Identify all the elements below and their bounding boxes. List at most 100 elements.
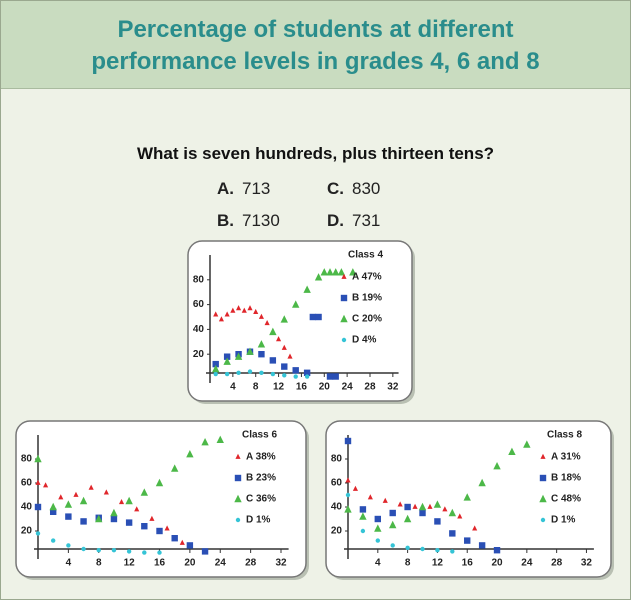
point [213, 311, 219, 317]
point [293, 374, 298, 379]
option-text: 7130 [242, 211, 280, 230]
legend-marker [235, 453, 241, 459]
legend-label: B 23% [246, 473, 276, 484]
point [157, 550, 162, 555]
x-tick-label: 8 [96, 558, 102, 569]
point [375, 538, 381, 543]
point [34, 454, 42, 463]
x-tick-label: 8 [405, 558, 411, 569]
point [280, 315, 288, 323]
point [292, 367, 299, 374]
point [142, 550, 147, 555]
point [212, 364, 220, 373]
point [405, 545, 410, 550]
point [349, 268, 357, 276]
point [96, 548, 101, 553]
point [448, 508, 457, 517]
point [223, 357, 231, 365]
point [66, 543, 71, 548]
point [478, 478, 486, 487]
legend-marker [340, 314, 348, 323]
option-text: 731 [352, 211, 381, 230]
x-tick-label: 24 [342, 382, 354, 393]
point [247, 305, 253, 311]
point [412, 503, 418, 509]
point [264, 320, 270, 326]
x-tick-label: 28 [245, 558, 257, 569]
point [134, 506, 140, 512]
x-tick-label: 16 [154, 558, 166, 569]
x-tick-label: 20 [491, 558, 503, 569]
point [224, 311, 230, 317]
x-tick-label: 32 [387, 382, 399, 393]
point [303, 285, 311, 293]
point [508, 447, 516, 455]
legend-title: Class 6 [242, 430, 277, 441]
legend-marker [234, 474, 242, 482]
option: A. 713 [217, 179, 327, 199]
point [281, 363, 288, 370]
point [110, 515, 118, 523]
point [164, 525, 170, 531]
point [352, 485, 359, 491]
legend-marker [540, 517, 546, 523]
point [404, 503, 411, 511]
point [435, 548, 440, 553]
y-tick-label: 80 [331, 454, 343, 465]
point [140, 488, 149, 496]
y-tick-label: 60 [193, 299, 205, 310]
legend-label: B 19% [352, 293, 382, 304]
option: D. 731 [327, 211, 417, 231]
chart-box [15, 420, 307, 578]
x-tick-label: 28 [551, 558, 563, 569]
point [303, 369, 311, 376]
x-tick-label: 12 [432, 558, 444, 569]
point [234, 352, 243, 360]
point [493, 462, 501, 470]
point [246, 347, 254, 355]
x-tick-label: 24 [521, 558, 533, 569]
legend-label: D 1% [246, 515, 271, 526]
point [419, 509, 426, 517]
point [523, 440, 531, 448]
x-tick-label: 16 [462, 558, 474, 569]
point [359, 512, 367, 520]
y-tick-label: 40 [331, 502, 343, 513]
point [427, 503, 433, 509]
point [35, 531, 41, 536]
point [201, 438, 209, 446]
point [230, 307, 236, 313]
point [287, 353, 293, 359]
legend-label: D 1% [551, 515, 576, 526]
point [389, 520, 397, 529]
legend-title: Class 4 [348, 250, 383, 261]
point [382, 497, 388, 503]
point [493, 547, 501, 554]
point [463, 493, 471, 501]
legend-label: C 20% [352, 314, 382, 325]
point [224, 371, 230, 377]
legend-label: A 47% [352, 272, 382, 283]
point [282, 373, 287, 378]
x-tick-label: 20 [184, 558, 196, 569]
point [472, 525, 478, 531]
x-tick-label: 28 [364, 382, 376, 393]
legend-marker [341, 273, 347, 279]
point [253, 308, 259, 314]
point [118, 499, 125, 505]
option-text: 830 [352, 179, 381, 198]
point [111, 548, 117, 553]
point [34, 503, 42, 511]
point [149, 515, 155, 521]
point [49, 502, 57, 511]
point [213, 371, 218, 377]
x-tick-label: 4 [230, 382, 236, 393]
point [314, 273, 323, 281]
point [241, 307, 247, 313]
point [88, 484, 94, 490]
point [259, 370, 264, 375]
point [281, 344, 287, 350]
point [359, 506, 367, 513]
